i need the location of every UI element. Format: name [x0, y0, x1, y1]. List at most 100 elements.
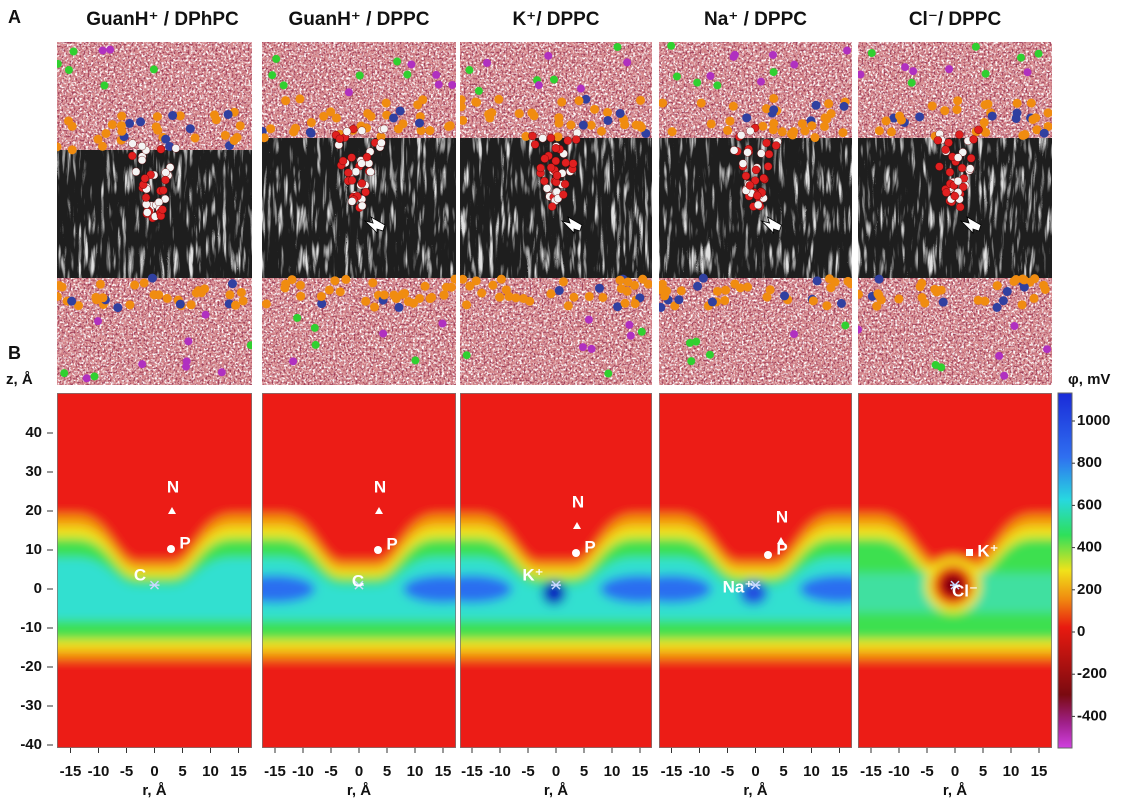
x-axis-label: r, Å [544, 782, 568, 799]
snapshot [659, 42, 852, 385]
arrow [363, 216, 386, 234]
annotation: Cl⁻ [952, 581, 978, 600]
panel-title: K⁺/ DPPC [512, 9, 599, 30]
colorbar [1057, 392, 1073, 749]
annotation: C [134, 565, 146, 584]
colorbar-label: φ, mV [1068, 371, 1110, 388]
snapshot [460, 42, 652, 385]
panel-title: GuanH⁺ / DPPC [289, 9, 430, 30]
colorbar-tick-label: 600 [1077, 496, 1102, 513]
x-tick-label: 0 [552, 763, 560, 780]
p-marker [764, 551, 772, 559]
x-axis-label: r, Å [347, 782, 371, 799]
arrow [959, 216, 982, 234]
p-marker [374, 546, 382, 554]
y-tick-label: 10 [25, 541, 42, 558]
annotation: K⁺ [522, 565, 543, 584]
arrow [760, 216, 782, 234]
x-tick-label: 5 [383, 763, 391, 780]
potential-map: N P K⁺ [460, 393, 652, 748]
x-tick-label: -10 [292, 763, 314, 780]
x-tick-label: 10 [407, 763, 424, 780]
n-marker [777, 537, 785, 544]
snapshot [57, 42, 252, 385]
n-marker [573, 522, 581, 529]
x-axis-label: r, Å [142, 782, 166, 799]
x-tick-label: -15 [60, 763, 82, 780]
potential-map: N P C [57, 393, 252, 748]
p-marker [572, 549, 580, 557]
panel-title: Na⁺ / DPPC [704, 9, 807, 30]
colorbar-tick-label: 800 [1077, 454, 1102, 471]
x-tick-label: 0 [355, 763, 363, 780]
x-tick-label: 15 [435, 763, 452, 780]
y-tick-label: 0 [34, 580, 42, 597]
n-marker [375, 507, 383, 514]
ion-marker [950, 580, 960, 590]
colorbar-tick-label: 1000 [1077, 412, 1110, 429]
x-tick-label: 5 [979, 763, 987, 780]
annotation: Na⁺ [723, 577, 754, 596]
x-tick-label: 15 [230, 763, 247, 780]
potential-map: N P C [262, 393, 456, 748]
x-tick-label: -15 [461, 763, 483, 780]
panel-label: A [8, 7, 21, 27]
ion-marker [354, 580, 364, 590]
n-marker [168, 507, 176, 514]
x-tick-label: 5 [779, 763, 787, 780]
x-tick-label: 15 [831, 763, 848, 780]
annotation: N [167, 477, 179, 496]
potential-maps: 403020100-10-20-30-4010008006004002000-2… [20, 393, 1110, 799]
x-tick-label: 0 [150, 763, 158, 780]
y-tick-label: -20 [20, 658, 42, 675]
x-axis-label: r, Å [743, 782, 767, 799]
k-marker [966, 549, 973, 556]
snapshots: GuanH⁺ / DPhPC GuanH⁺ / DPPC K⁺/ DPPC Na⁺ /… [57, 9, 1052, 385]
x-tick-label: -5 [721, 763, 734, 780]
x-tick-label: -10 [888, 763, 910, 780]
y-tick-label: -40 [20, 736, 42, 753]
x-tick-label: 0 [751, 763, 759, 780]
annotation: N [572, 492, 584, 511]
ion-marker [551, 580, 561, 590]
colorbar-tick-label: -400 [1077, 707, 1107, 724]
x-tick-label: -5 [120, 763, 133, 780]
annotation: N [776, 507, 788, 526]
x-tick-label: 0 [951, 763, 959, 780]
ion-marker [750, 580, 761, 590]
arrow [560, 216, 583, 234]
potential-map: NP Na⁺ [659, 393, 852, 748]
x-tick-label: 15 [1031, 763, 1048, 780]
potential-map: K⁺ Cl⁻ [858, 393, 1052, 748]
y-tick-label: -10 [20, 619, 42, 636]
x-tick-label: -5 [920, 763, 933, 780]
y-tick-label: 20 [25, 502, 42, 519]
x-tick-label: -10 [88, 763, 110, 780]
annotation: P [584, 537, 595, 556]
annotation: K⁺ [977, 541, 998, 560]
x-tick-label: 15 [632, 763, 649, 780]
y-axis-label: z, Å [6, 371, 33, 388]
x-tick-label: 5 [178, 763, 186, 780]
x-tick-label: 10 [1003, 763, 1020, 780]
p-marker [167, 545, 175, 553]
y-tick-label: 30 [25, 463, 42, 480]
x-tick-label: 10 [604, 763, 621, 780]
annotation: P [179, 533, 190, 552]
colorbar-tick-label: 0 [1077, 623, 1085, 640]
x-tick-label: -5 [324, 763, 337, 780]
y-tick-label: -30 [20, 697, 42, 714]
x-tick-label: -15 [860, 763, 882, 780]
annotation: C [352, 571, 364, 590]
annotation: P [776, 539, 787, 558]
y-tick-label: 40 [25, 424, 42, 441]
panel-title: GuanH⁺ / DPhPC [86, 9, 239, 30]
x-tick-label: -15 [661, 763, 683, 780]
x-tick-label: 10 [803, 763, 820, 780]
x-axis-label: r, Å [943, 782, 967, 799]
colorbar-tick-label: -200 [1077, 665, 1107, 682]
ion-marker [149, 580, 160, 590]
x-tick-label: -15 [264, 763, 286, 780]
x-tick-label: 10 [202, 763, 219, 780]
